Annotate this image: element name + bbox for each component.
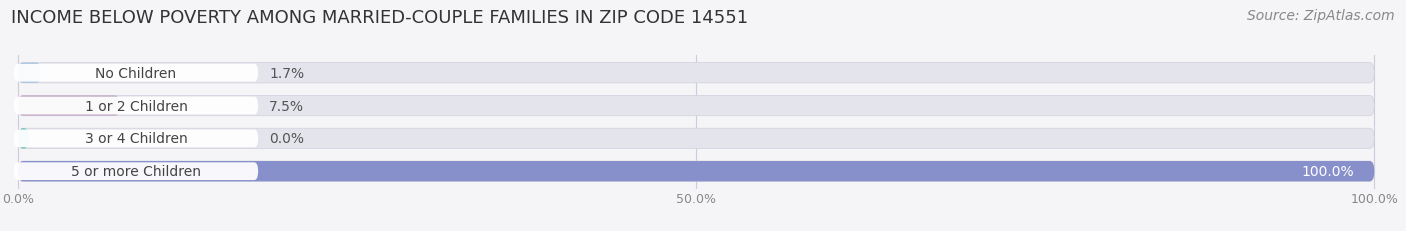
Text: INCOME BELOW POVERTY AMONG MARRIED-COUPLE FAMILIES IN ZIP CODE 14551: INCOME BELOW POVERTY AMONG MARRIED-COUPL… <box>11 9 748 27</box>
FancyBboxPatch shape <box>14 65 259 82</box>
Text: Source: ZipAtlas.com: Source: ZipAtlas.com <box>1247 9 1395 23</box>
Text: No Children: No Children <box>96 67 177 80</box>
FancyBboxPatch shape <box>18 129 30 149</box>
FancyBboxPatch shape <box>18 161 1375 182</box>
Text: 7.5%: 7.5% <box>269 99 304 113</box>
FancyBboxPatch shape <box>18 63 1375 84</box>
Text: 0.0%: 0.0% <box>269 132 304 146</box>
FancyBboxPatch shape <box>14 97 259 115</box>
Text: 1 or 2 Children: 1 or 2 Children <box>84 99 187 113</box>
FancyBboxPatch shape <box>14 163 259 180</box>
Text: 3 or 4 Children: 3 or 4 Children <box>84 132 187 146</box>
Text: 100.0%: 100.0% <box>1302 164 1354 178</box>
Text: 1.7%: 1.7% <box>269 67 304 80</box>
FancyBboxPatch shape <box>18 96 120 116</box>
FancyBboxPatch shape <box>18 161 1375 182</box>
FancyBboxPatch shape <box>14 130 259 148</box>
FancyBboxPatch shape <box>18 96 1375 116</box>
FancyBboxPatch shape <box>18 129 1375 149</box>
Text: 5 or more Children: 5 or more Children <box>72 164 201 178</box>
FancyBboxPatch shape <box>18 63 41 84</box>
